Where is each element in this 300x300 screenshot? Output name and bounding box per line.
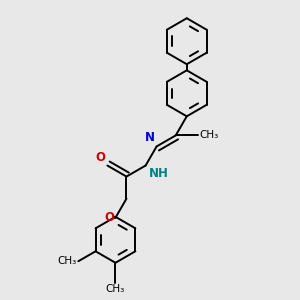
Text: O: O: [95, 151, 105, 164]
Text: CH₃: CH₃: [58, 256, 77, 266]
Text: O: O: [104, 211, 114, 224]
Text: N: N: [145, 131, 155, 144]
Text: CH₃: CH₃: [199, 130, 219, 140]
Text: NH: NH: [149, 167, 169, 180]
Text: CH₃: CH₃: [106, 284, 125, 294]
